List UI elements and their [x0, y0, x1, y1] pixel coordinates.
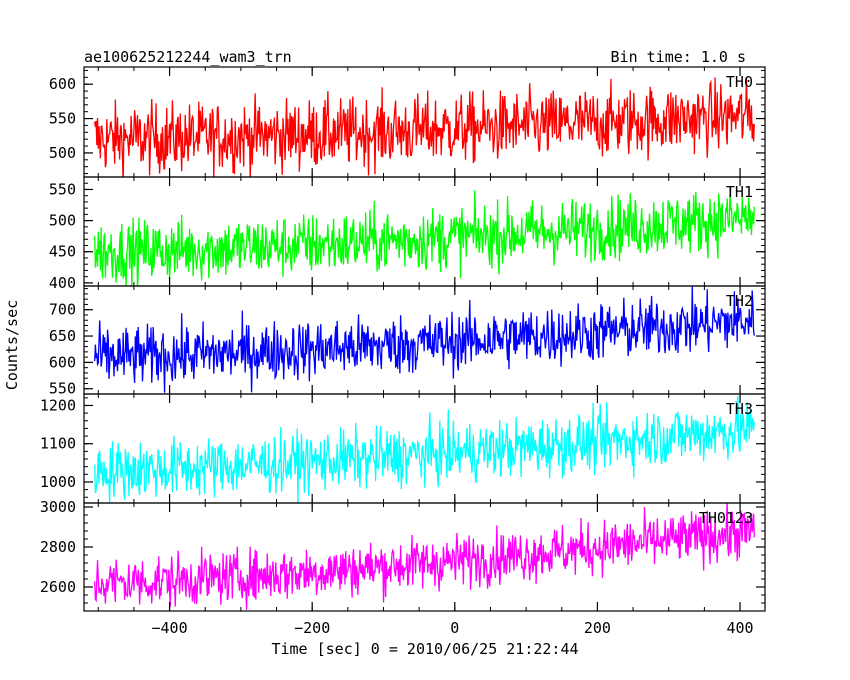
y-tick-label: 650: [49, 327, 76, 345]
series-label-th1: TH1: [726, 183, 753, 201]
y-tick-label: 400: [49, 274, 76, 292]
y-tick-label: 600: [49, 75, 76, 93]
y-tick-label: 1200: [40, 396, 76, 414]
panel-th3: 1000 1100 1200 TH3: [40, 393, 766, 504]
y-tick-label: 550: [49, 110, 76, 128]
series-line-th1: [94, 187, 755, 286]
bin-time-label: Bin time: 1.0 s: [611, 48, 746, 66]
y-tick-label: 2800: [40, 538, 76, 556]
y-tick-label: 450: [49, 243, 76, 261]
y-tick-label: 500: [49, 212, 76, 230]
series-label-th0123: TH0123: [699, 509, 753, 527]
y-tick-label: 3000: [40, 498, 76, 516]
y-tick-label: 1000: [40, 473, 76, 491]
series-line-th0123: [94, 503, 755, 610]
series-line-th2: [94, 286, 755, 393]
panel-th0: 500 550 600 TH0: [49, 66, 766, 178]
x-tick-label: −400: [152, 619, 188, 637]
series-label-th3: TH3: [726, 400, 753, 418]
x-tick-label: 0: [450, 619, 459, 637]
x-tick-label: 400: [726, 619, 753, 637]
x-axis-label: Time [sec] 0 = 2010/06/25 21:22:44: [271, 640, 578, 658]
y-tick-label: 550: [49, 180, 76, 198]
panels: 500 550 600 TH0 400 450 500 550 TH1 550 600 650 700 T…: [40, 66, 766, 612]
y-tick-label: 2600: [40, 578, 76, 596]
series-label-th0: TH0: [726, 73, 753, 91]
panel-frame: [83, 502, 766, 612]
series-label-th2: TH2: [726, 292, 753, 310]
panel-th2: 550 600 650 700 TH2: [49, 285, 766, 398]
panel-th1: 400 450 500 550 TH1: [49, 176, 766, 292]
chart-title: ae100625212244_wam3_trn: [84, 48, 292, 66]
panel-th0123: 2600 2800 3000 TH0123: [40, 498, 766, 612]
x-axis: −400 −200 0 200 400: [152, 619, 754, 637]
y-axis-label: Counts/sec: [3, 300, 21, 390]
y-tick-label: 500: [49, 144, 76, 162]
x-tick-label: 200: [584, 619, 611, 637]
series-line-th3: [94, 395, 755, 503]
y-tick-label: 550: [49, 380, 76, 398]
y-tick-label: 1100: [40, 435, 76, 453]
x-tick-label: −200: [294, 619, 330, 637]
y-tick-label: 700: [49, 301, 76, 319]
series-line-th0: [94, 77, 755, 177]
y-tick-label: 600: [49, 353, 76, 371]
